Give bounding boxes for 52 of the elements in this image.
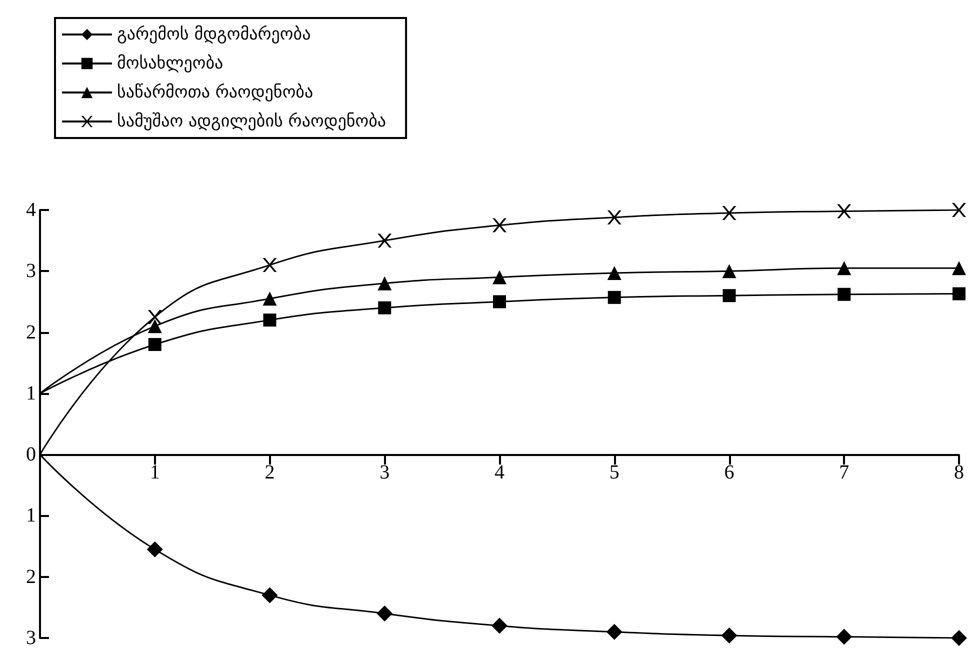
x-tick-label: 1 (150, 462, 160, 484)
point (837, 261, 852, 276)
legend-label: საწარმოთა რაოდენობა (117, 82, 314, 102)
point (951, 630, 967, 646)
point (262, 587, 278, 604)
point (952, 287, 966, 300)
x-tick-label: 2 (264, 462, 275, 484)
point (263, 314, 276, 327)
point (146, 541, 163, 558)
y-tick-label: 0 (26, 444, 36, 466)
point (492, 218, 506, 232)
legend-label: მოსახლეობა (117, 54, 224, 74)
y-tick-label: 1 (26, 382, 36, 404)
point (608, 290, 621, 304)
legend-label: გარემოს მდგომარეობა (117, 24, 311, 44)
point (148, 338, 162, 352)
point (262, 292, 277, 306)
point (492, 270, 506, 284)
point (378, 276, 392, 290)
point (378, 234, 392, 248)
point (721, 628, 738, 644)
point (722, 206, 736, 220)
legend-label: სამუშაო ადგილების რაოდენობა (117, 112, 386, 132)
point (836, 628, 852, 645)
point (492, 618, 508, 634)
point (607, 266, 622, 280)
point (837, 204, 852, 218)
x-tick-label: 8 (954, 462, 964, 484)
point (148, 310, 162, 324)
point (378, 301, 392, 314)
x-tick-label: 7 (839, 462, 850, 484)
point (606, 624, 622, 640)
x-tick-label: 5 (609, 462, 620, 484)
point (607, 210, 622, 224)
x-tick-label: 4 (494, 462, 504, 484)
point (722, 264, 736, 278)
point (493, 295, 506, 308)
point (838, 288, 851, 301)
point (952, 203, 966, 217)
x-tick-label: 3 (380, 462, 390, 484)
y-tick-label: 3 (26, 627, 36, 648)
point (952, 261, 966, 276)
point (148, 319, 162, 334)
y-tick-label: 1 (26, 504, 36, 527)
point (376, 606, 393, 622)
y-tick-label: 2 (26, 321, 36, 344)
point (722, 289, 736, 302)
y-tick-label: 4 (26, 199, 36, 221)
point (262, 258, 277, 272)
x-tick-label: 6 (724, 462, 734, 484)
y-tick-label: 3 (26, 260, 36, 282)
y-tick-label: 2 (26, 566, 36, 588)
